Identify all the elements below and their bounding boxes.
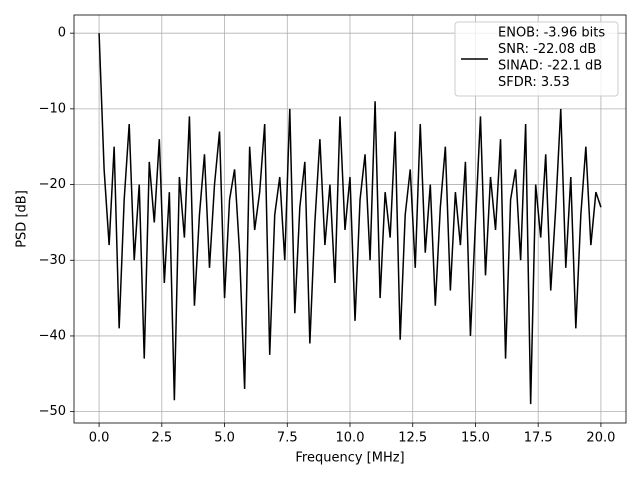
legend-label: SINAD: -22.1 dB [498,59,602,74]
x-tick-label: 7.5 [277,431,298,446]
legend-label: SFDR: 3.53 [498,75,570,90]
y-tick-label: 0 [58,26,66,41]
y-tick-label: −40 [39,328,66,343]
x-tick-label: 17.5 [524,431,553,446]
plot-frame [73,14,627,424]
y-tick-label: −10 [39,101,66,116]
x-tick-label: 20.0 [586,431,615,446]
x-axis-label: Frequency [MHz] [295,451,404,466]
y-axis-label: PSD [dB] [15,190,30,248]
y-tick-label: −20 [39,177,66,192]
psd-line [98,33,602,405]
x-tick-label: 15.0 [461,431,490,446]
x-tick-label: 10.0 [336,431,365,446]
y-tick-label: −50 [39,404,66,419]
x-tick-label: 0.0 [89,431,110,446]
legend-box [454,21,619,97]
x-tick-label: 12.5 [398,431,427,446]
legend-label: ENOB: -3.96 bits [498,26,605,41]
y-tick-label: −30 [39,253,66,268]
x-tick-label: 2.5 [151,431,172,446]
x-tick-label: 5.0 [214,431,235,446]
legend-label: SNR: -22.08 dB [498,42,596,57]
